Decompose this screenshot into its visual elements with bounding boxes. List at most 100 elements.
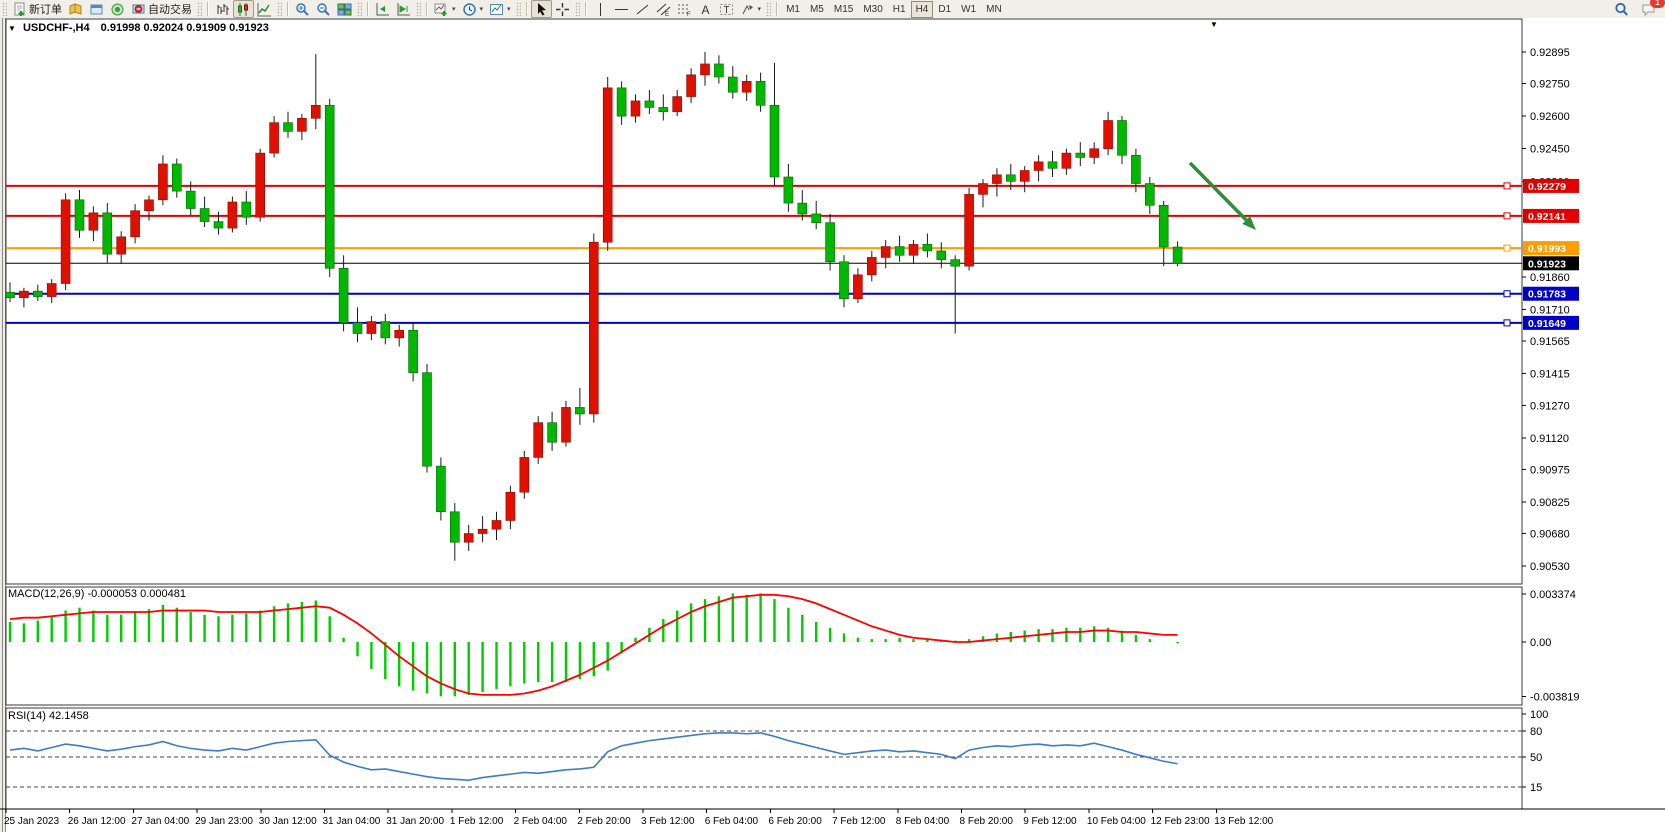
pane-borders [5,18,1523,810]
timeframe-mn-button[interactable]: MN [986,3,1002,15]
timeframe-m30-button[interactable]: M30 [863,3,883,15]
fibonacci-button[interactable]: F [674,0,695,18]
templates-button[interactable]: ▾ [486,0,514,18]
svg-text:12 Feb 23:00: 12 Feb 23:00 [1151,816,1210,827]
timeframe-m1-button[interactable]: M1 [786,3,800,15]
data-window-button[interactable] [86,0,107,18]
toolbar-separator [426,2,428,16]
search-icon [1614,2,1629,17]
data-window-icon [89,2,104,17]
new-order-button[interactable]: 新订单 [9,0,65,18]
timeframe-h4-button[interactable]: H4 [910,0,934,18]
chevron-down-icon[interactable]: ▾ [507,6,511,13]
tile-windows-button[interactable] [334,0,355,18]
toolbar-separator [525,2,528,16]
svg-text:30 Jan 12:00: 30 Jan 12:00 [259,816,317,827]
horizontal-level-line[interactable] [6,290,1522,298]
channel-icon: E [656,2,671,17]
chat-button[interactable]: 1 [1638,0,1665,18]
svg-text:0.91783: 0.91783 [1528,289,1566,301]
toolbar-separator [776,2,779,16]
chevron-down-icon[interactable]: ▾ [757,6,762,13]
svg-text:15: 15 [1530,782,1542,794]
toolbar-grip[interactable] [357,2,362,16]
svg-text:A: A [701,3,709,17]
horizontal-line-button[interactable] [611,0,632,18]
vertical-line-button[interactable] [590,0,611,18]
horizontal-level-line[interactable] [6,319,1522,327]
zoom-in-button[interactable] [292,0,313,18]
svg-text:100: 100 [1530,709,1548,721]
candlestick-chart-button[interactable] [233,0,254,18]
shapes-button[interactable]: ▾ [737,0,765,18]
collapse-triangle-icon[interactable]: ▼ [8,24,16,33]
text-button[interactable]: A [695,0,716,18]
bar-chart-icon [215,2,230,17]
toolbar-grip[interactable] [197,2,202,16]
toolbar-separator [287,2,289,16]
cursor-icon [534,2,549,17]
toolbar-grip[interactable] [277,2,282,16]
svg-text:2 Feb 20:00: 2 Feb 20:00 [577,816,631,827]
toolbar-separator [207,2,209,16]
chevron-down-icon[interactable]: ▾ [479,6,484,13]
svg-text:29 Jan 23:00: 29 Jan 23:00 [195,816,253,827]
autotrade-button[interactable]: 自动交易 [128,0,195,18]
chart-canvas[interactable]: 0.928950.927500.926000.924500.923000.918… [0,18,1665,832]
svg-text:0.91710: 0.91710 [1530,305,1570,317]
periods-button[interactable]: ▾ [459,0,487,18]
svg-text:0.91649: 0.91649 [1528,318,1566,330]
cursor-button[interactable] [530,0,552,18]
svg-text:0.92895: 0.92895 [1530,47,1570,59]
timeframe-w1-button[interactable]: W1 [961,3,977,15]
trendline-icon [635,2,650,17]
chart-ohlc-values: 0.91998 0.92024 0.91909 0.91923 [100,22,269,34]
svg-text:7 Feb 12:00: 7 Feb 12:00 [832,816,886,827]
horizontal-level-line[interactable] [6,182,1522,190]
market-watch-button[interactable] [65,0,86,18]
indicators-button[interactable]: ▾ [431,0,459,18]
svg-text:6 Feb 20:00: 6 Feb 20:00 [768,816,822,827]
svg-text:F: F [687,12,691,17]
trendline-button[interactable] [632,0,653,18]
time-axis: 25 Jan 2023 26 Jan 12:00 27 Jan 04:00 29 Ja… [0,808,1665,827]
candlestick-series [5,52,1183,561]
label-button[interactable]: T [716,0,737,18]
channel-button[interactable]: E [653,0,674,18]
svg-text:31 Jan 04:00: 31 Jan 04:00 [323,816,381,827]
svg-text:0.90530: 0.90530 [1530,561,1570,573]
line-chart-button[interactable] [254,0,275,18]
toolbar-grip[interactable] [2,2,7,16]
toolbar-grip[interactable] [515,2,521,16]
rsi-pane: 100 80 50 15 [6,709,1548,794]
auto-scroll-icon [375,2,390,17]
horizontal-level-line[interactable] [6,244,1522,252]
timeframe-m15-button[interactable]: M15 [833,3,854,15]
timeframe-m5-button[interactable]: M5 [809,3,824,15]
toolbar-grip[interactable] [416,2,421,16]
crosshair-button[interactable] [552,0,573,18]
auto-scroll-button[interactable] [372,0,393,18]
timeframe-d1-button[interactable]: D1 [938,3,952,15]
toolbar-grip[interactable] [574,2,580,16]
chevron-down-icon[interactable]: ▾ [452,6,456,13]
toolbar-grip[interactable] [766,2,772,16]
zoom-in-icon [295,2,310,17]
search-button[interactable] [1611,0,1632,18]
scroll-end-marker[interactable]: ▼ [1210,20,1218,29]
bar-chart-button[interactable] [212,0,233,18]
navigator-button[interactable] [107,0,128,18]
tile-windows-icon [337,2,352,17]
chart-shift-button[interactable] [393,0,414,18]
line-chart-icon [257,2,272,17]
svg-text:0.91270: 0.91270 [1530,400,1570,412]
toolbar-separator [584,2,587,16]
timeframe-h1-button[interactable]: H1 [892,3,906,15]
arrow-annotation[interactable] [1188,161,1256,230]
svg-text:0.91565: 0.91565 [1530,336,1570,348]
toolbar-separator [367,2,369,16]
notification-badge[interactable]: 1 [1650,0,1665,8]
price-line-labels: 0.92279 0.92141 0.91993 0.91923 0.91783 0.916… [1523,178,1579,330]
zoom-out-button[interactable] [313,0,334,18]
periods-icon [462,2,477,17]
